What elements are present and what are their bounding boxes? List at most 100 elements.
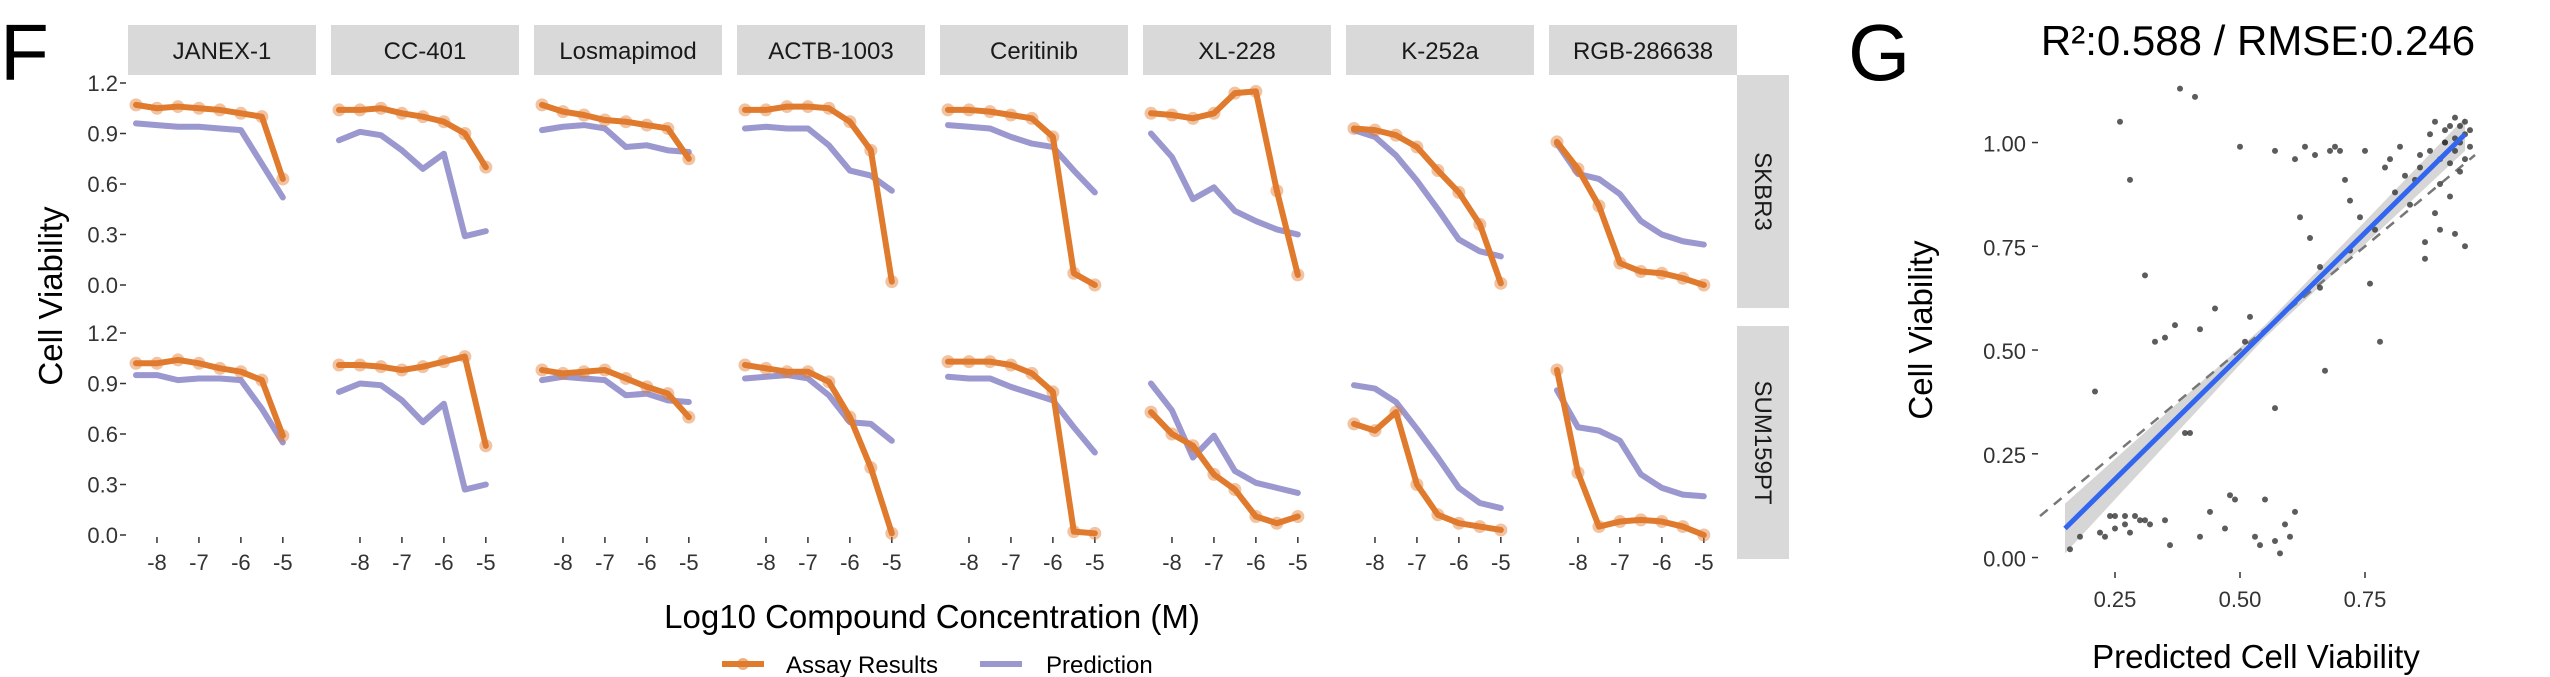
panel-f-facets: JANEX-1 CC-401 Losmapimod ACTB-1003 Ceritini…	[87, 25, 1789, 575]
panel-g-ylabel: Cell Viability	[1902, 240, 1939, 420]
row-strip-label: SKBR3	[1749, 152, 1776, 231]
facet-cc-401-skbr3	[332, 101, 493, 240]
y-tick-label: 0.9	[87, 372, 118, 397]
scatter-point	[2172, 322, 2178, 329]
x-tick-label: -7	[798, 550, 818, 575]
scatter-point	[2247, 313, 2253, 320]
identity-line	[2039, 154, 2476, 518]
assay-point	[1025, 366, 1039, 380]
scatter-point	[2372, 226, 2378, 233]
scatter-point	[2162, 334, 2168, 341]
g-y-tick-label: 0.50	[1983, 339, 2026, 364]
x-tick-label: -5	[679, 550, 699, 575]
scatter-point	[2117, 118, 2123, 125]
prediction-line	[1351, 382, 1504, 512]
scatter-point	[2447, 193, 2453, 200]
x-tick-label: -5	[1288, 550, 1308, 575]
g-y-tick-label: 0.25	[1983, 443, 2026, 468]
prediction-line	[539, 373, 692, 406]
scatter-point	[2292, 508, 2298, 515]
scatter-point	[2127, 529, 2133, 536]
x-tick-label: -8	[350, 550, 370, 575]
assay-point	[759, 361, 773, 375]
g-x-tick-label: 0.25	[2094, 587, 2137, 612]
assay-point	[885, 526, 899, 540]
strip-k-252a	[1346, 25, 1534, 75]
assay-point	[1368, 123, 1382, 137]
scatter-point	[2297, 214, 2303, 221]
scatter-point	[2277, 550, 2283, 557]
scatter-point	[2447, 122, 2453, 129]
scatter-point	[2457, 168, 2463, 175]
assay-point	[276, 429, 290, 443]
assay-point	[1368, 424, 1382, 438]
assay-line	[539, 101, 692, 162]
assay-point	[1228, 86, 1242, 100]
assay-point	[759, 103, 773, 117]
scatter-point	[2432, 210, 2438, 217]
scatter-point	[2137, 517, 2143, 524]
scatter-point	[2377, 338, 2383, 345]
x-tick-label: -6	[1043, 550, 1063, 575]
scatter-point	[2302, 143, 2308, 150]
scatter-point	[2322, 367, 2328, 374]
assay-point	[1165, 427, 1179, 441]
scatter-point	[2362, 147, 2368, 154]
strip-janex-1	[128, 25, 316, 75]
facet-losmapimod-sum159pt	[535, 363, 696, 424]
assay-line	[945, 106, 1098, 288]
scatter-point	[2462, 156, 2468, 163]
assay-point	[1389, 405, 1403, 419]
y-tick-label: 0.6	[87, 422, 118, 447]
assay-point	[276, 172, 290, 186]
assay-point	[353, 358, 367, 372]
scatter-point	[2422, 255, 2428, 262]
assay-point	[864, 461, 878, 475]
assay-point	[535, 98, 549, 112]
assay-line	[1554, 138, 1707, 288]
facet-rgb-286638-sum159pt	[1550, 363, 1711, 542]
assay-point	[1452, 185, 1466, 199]
assay-point	[619, 371, 633, 385]
strip-label: CC-401	[384, 38, 467, 65]
scatter-point	[2342, 176, 2348, 183]
x-tick-label: -5	[1491, 550, 1511, 575]
scatter-point	[2112, 525, 2118, 532]
scatter-point	[2227, 492, 2233, 499]
assay-point	[738, 103, 752, 117]
assay-point	[479, 439, 493, 453]
x-tick-label: -8	[756, 550, 776, 575]
assay-point	[1613, 515, 1627, 529]
assay-point	[1207, 467, 1221, 481]
x-tick-label: -6	[637, 550, 657, 575]
scatter-point	[2367, 280, 2373, 287]
legend-prediction-label: Prediction	[1046, 652, 1153, 677]
assay-point	[577, 365, 591, 379]
assay-point	[1347, 121, 1361, 135]
strip-losmapimod	[534, 25, 722, 75]
assay-point	[556, 366, 570, 380]
assay-line	[1351, 125, 1504, 287]
scatter-point	[2192, 93, 2198, 100]
x-tick-label: -6	[1246, 550, 1266, 575]
x-tick-label: -7	[392, 550, 412, 575]
scatter-point	[2262, 496, 2268, 503]
row-strip-label: SUM159PT	[1749, 380, 1776, 504]
assay-point	[640, 118, 654, 132]
assay-point	[1270, 184, 1284, 198]
scatter-point	[2462, 243, 2468, 250]
assay-point	[1249, 84, 1263, 98]
scatter-point	[2142, 272, 2148, 279]
scatter-point	[2402, 172, 2408, 179]
assay-point	[192, 101, 206, 115]
assay-point	[780, 100, 794, 114]
prediction-line	[945, 122, 1098, 196]
assay-point	[1207, 106, 1221, 120]
strip-skbr3	[1737, 75, 1789, 308]
assay-point	[822, 375, 836, 389]
prediction-line	[1148, 380, 1301, 496]
assay-point	[416, 360, 430, 374]
scatter-point	[2417, 152, 2423, 158]
scatter-point	[2207, 508, 2213, 515]
scatter-point	[2442, 127, 2448, 134]
